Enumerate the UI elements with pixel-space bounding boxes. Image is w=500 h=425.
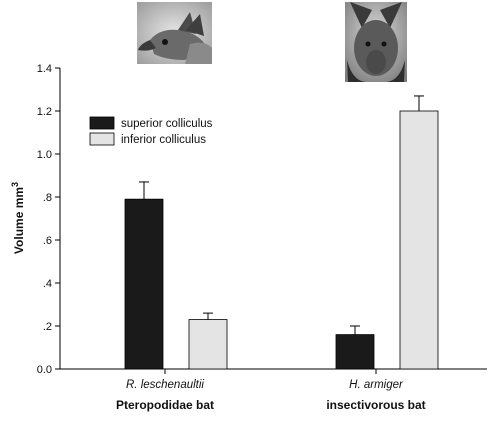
y-tick-label: .6 xyxy=(43,235,52,247)
legend-swatch-superior-colliculus xyxy=(89,116,115,130)
error-bar xyxy=(203,312,213,320)
y-tick-label: 0.0 xyxy=(37,364,52,376)
bar-inferior-colliculus-1 xyxy=(188,319,228,370)
error-bar xyxy=(414,95,424,111)
legend-label-inferior-colliculus: inferior colliculus xyxy=(121,134,206,146)
bar-superior-colliculus-1 xyxy=(124,198,164,370)
y-tick-label: 1.0 xyxy=(37,149,52,161)
group-label-1: Pteropodidae bat xyxy=(116,398,214,412)
y-axis-title: Volume mm3 xyxy=(10,182,26,254)
group-label-2: insectivorous bat xyxy=(326,398,425,412)
bars xyxy=(124,110,439,370)
category-label-1: R. leschenaultii xyxy=(126,379,204,391)
insectivorous-bat-photo xyxy=(345,2,407,82)
error-bar xyxy=(139,181,149,200)
category-label-2: H. armiger xyxy=(349,379,404,391)
y-axis-title-superscript: 3 xyxy=(10,182,20,187)
bar-superior-colliculus-2 xyxy=(335,334,375,370)
y-tick-label: .2 xyxy=(43,321,52,333)
y-tick-label: 1.4 xyxy=(37,63,52,75)
y-tick-label: .4 xyxy=(43,278,52,290)
legend: superior colliculus inferior colliculus xyxy=(89,116,213,146)
legend-label-superior-colliculus: superior colliculus xyxy=(121,118,213,130)
error-bars xyxy=(139,95,424,335)
error-bar xyxy=(350,325,360,335)
x-axis-ticks xyxy=(164,369,377,374)
bar-inferior-colliculus-2 xyxy=(399,110,439,370)
y-tick-label: 1.2 xyxy=(37,106,52,118)
y-axis-title-text: Volume mm xyxy=(12,187,26,254)
y-tick-label: .8 xyxy=(43,192,52,204)
legend-swatch-inferior-colliculus xyxy=(89,132,115,146)
y-axis-ticks: 0.0 .2 .4 .6 .8 1.0 1.2 1.4 xyxy=(37,63,60,376)
fruit-bat-photo xyxy=(137,2,212,64)
